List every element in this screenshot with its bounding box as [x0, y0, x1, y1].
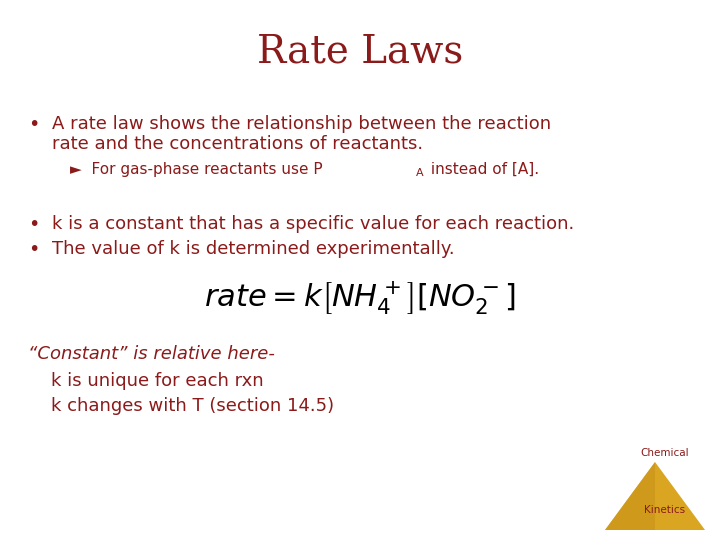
- Text: $rate = k\left[NH_4^+\right]\left[NO_2^-\right]$: $rate = k\left[NH_4^+\right]\left[NO_2^-…: [204, 279, 516, 317]
- Text: •: •: [28, 115, 40, 134]
- Text: Rate Laws: Rate Laws: [257, 33, 463, 71]
- Text: “Constant” is relative here-: “Constant” is relative here-: [28, 345, 275, 363]
- Text: A rate law shows the relationship between the reaction: A rate law shows the relationship betwee…: [52, 115, 551, 133]
- Text: Chemical: Chemical: [641, 448, 689, 458]
- Text: Kinetics: Kinetics: [644, 505, 685, 515]
- Text: ►  For gas-phase reactants use P: ► For gas-phase reactants use P: [70, 162, 323, 177]
- Text: A: A: [416, 168, 423, 178]
- Text: k is unique for each rxn: k is unique for each rxn: [28, 372, 264, 390]
- Text: k changes with T (section 14.5): k changes with T (section 14.5): [28, 397, 334, 415]
- Text: rate and the concentrations of reactants.: rate and the concentrations of reactants…: [52, 135, 423, 153]
- Text: The value of k is determined experimentally.: The value of k is determined experimenta…: [52, 240, 454, 258]
- Text: •: •: [28, 215, 40, 234]
- Text: k is a constant that has a specific value for each reaction.: k is a constant that has a specific valu…: [52, 215, 575, 233]
- Text: instead of [A].: instead of [A].: [426, 162, 539, 177]
- Text: •: •: [28, 240, 40, 259]
- Polygon shape: [605, 462, 705, 530]
- Polygon shape: [605, 462, 655, 530]
